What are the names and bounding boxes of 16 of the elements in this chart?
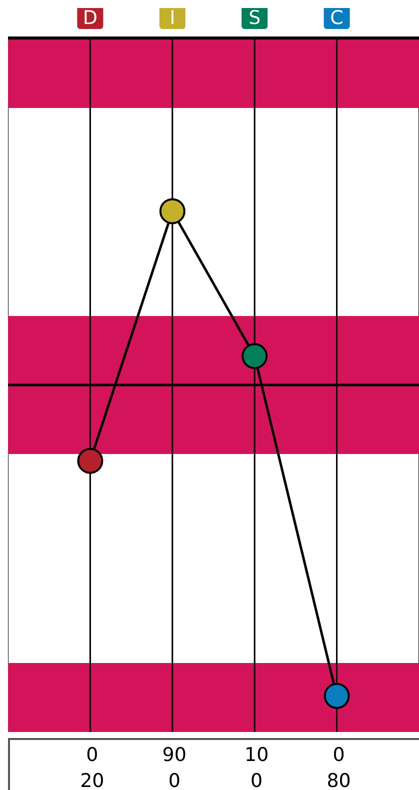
x-tick-label: I bbox=[170, 7, 176, 29]
text: 80 bbox=[326, 770, 352, 790]
point bbox=[324, 682, 350, 709]
text: 0 bbox=[167, 770, 182, 790]
point bbox=[159, 198, 186, 224]
text: 10 bbox=[244, 744, 270, 766]
text: 0 bbox=[250, 770, 264, 790]
point bbox=[77, 448, 104, 474]
text: 20 bbox=[79, 770, 106, 790]
x-tick-label: C bbox=[330, 7, 344, 29]
point bbox=[242, 343, 268, 370]
text: 0 bbox=[85, 744, 100, 766]
x-tick-label: D bbox=[82, 7, 98, 29]
x-tick-label: S bbox=[248, 7, 261, 29]
text: 90 bbox=[161, 744, 188, 766]
text: 0 bbox=[332, 744, 346, 766]
